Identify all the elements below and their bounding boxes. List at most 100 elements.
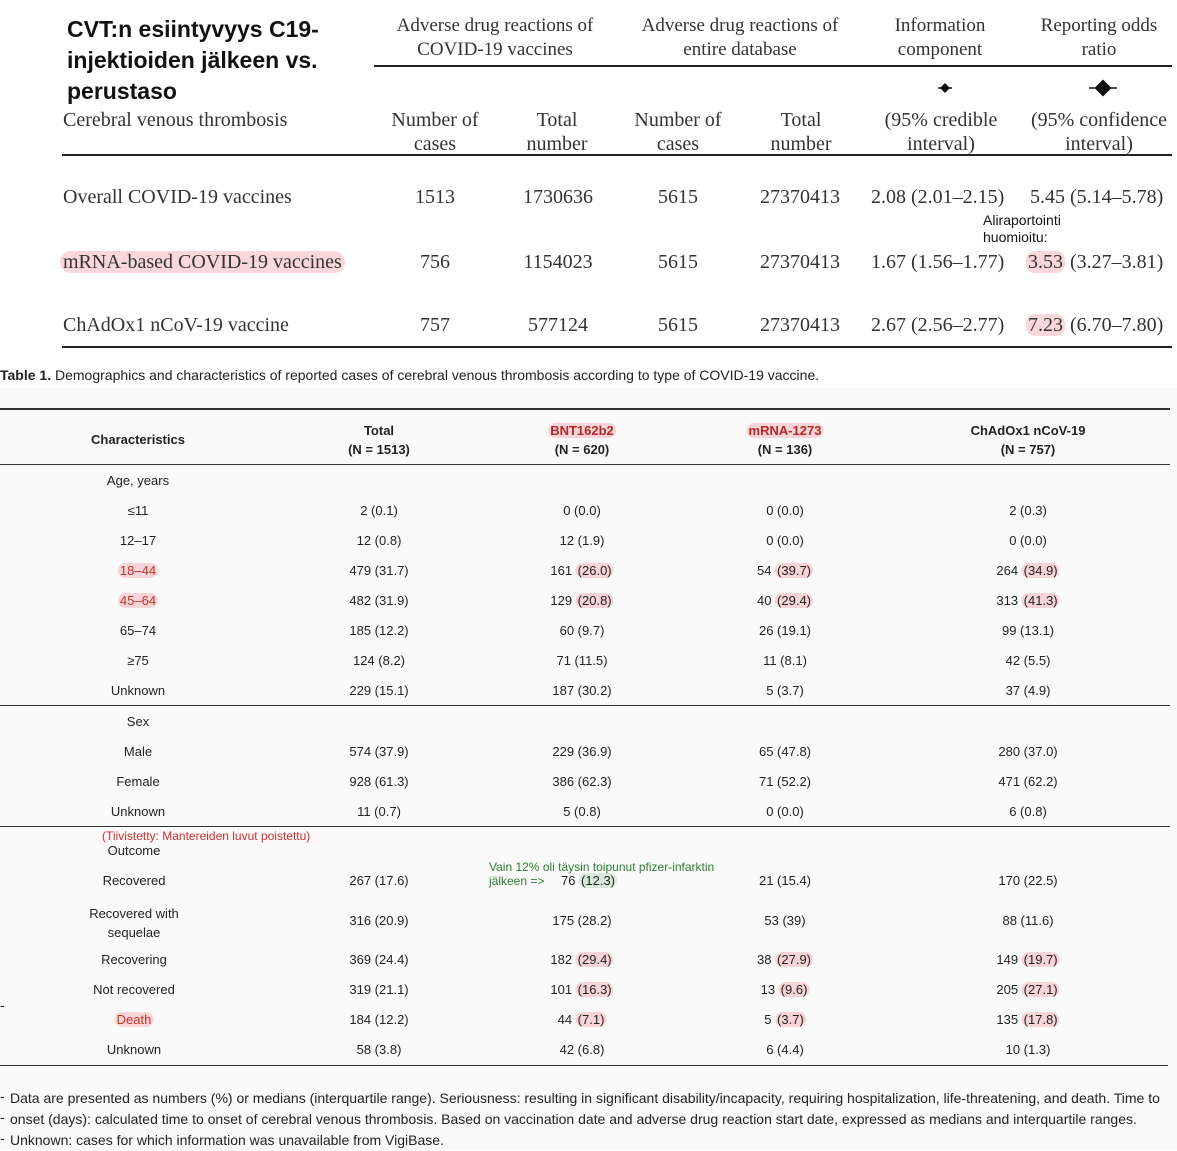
row-label: Death (114, 1012, 154, 1027)
table-caption: Table 1. Demographics and characteristic… (0, 367, 820, 383)
table1-header-rule (0, 464, 1170, 465)
table-cell: 229 (36.9) (552, 744, 612, 759)
table-cell: 0 (0.0) (766, 804, 804, 819)
table-cell: 6 (0.8) (1009, 804, 1047, 819)
table-cell: 40 (29.4) (756, 593, 814, 608)
characteristics-header: Characteristics (91, 432, 185, 447)
table-cell: 0 (0.0) (563, 503, 601, 518)
table-cell: 5 (3.7) (766, 683, 804, 698)
table-cell: 471 (62.2) (998, 774, 1058, 789)
row-label: ≤11 (127, 503, 149, 518)
col-total-header: Total (N = 1513) (348, 423, 410, 457)
table-cell: 5 (0.8) (563, 804, 601, 819)
table-row: Death 184 (12.2) 44 (7.1) 5 (3.7) 135 (17.8) (0, 1005, 1177, 1035)
age-section-rule (0, 705, 1170, 706)
table-cell: 928 (61.3) (349, 774, 409, 789)
col-mrna1273-header: mRNA-1273 (N = 136) (746, 423, 824, 457)
table-row: Unknown 229 (15.1) 187 (30.2) 5 (3.7) 37 (4.… (0, 676, 1177, 706)
table-cell: 26 (19.1) (758, 623, 812, 638)
section-sex: Sex (126, 714, 150, 729)
table-cell: 42 (5.5) (1005, 653, 1051, 668)
row-label: Recovered with sequelae (89, 906, 179, 940)
cell-cases: 757 (420, 314, 450, 336)
cell-db-total: 27370413 (760, 314, 840, 336)
table-cell: 170 (22.5) (998, 873, 1058, 888)
table-cell: 129 (20.8) (550, 593, 614, 608)
row-label: Female (116, 774, 160, 789)
row-label-header: Cerebral venous thrombosis (63, 109, 288, 131)
table-cell: 101 (16.3) (550, 982, 614, 997)
table-cell: 319 (21.1) (349, 982, 409, 997)
table-row: 45–64 482 (31.9) 129 (20.8) 40 (29.4) 313 (4… (0, 586, 1177, 616)
underreporting-note: Aliraportointi huomioitu: (983, 212, 1061, 245)
table-cell: 267 (17.6) (349, 873, 409, 888)
table-cell: 60 (9.7) (559, 623, 605, 638)
ic-marker-icon (938, 83, 952, 93)
subheader-confidence-interval: (95% confidence interval) (1030, 109, 1168, 155)
cell-db-cases: 5615 (658, 186, 698, 208)
row-label-chadox: ChAdOx1 nCoV-19 vaccine (63, 314, 289, 336)
table1-bottom-rule (0, 1065, 1168, 1066)
table-cell: 11 (8.1) (763, 653, 807, 668)
table-cell: 479 (31.7) (349, 563, 409, 578)
table-cell: 264 (34.9) (996, 563, 1060, 578)
row-label: 65–74 (119, 623, 157, 638)
cell-db-total: 27370413 (760, 251, 840, 273)
cell-cases: 756 (420, 251, 450, 273)
table-cell: 161 (26.0) (550, 563, 614, 578)
row-label-mrna: mRNA-based COVID-19 vaccines (60, 250, 345, 274)
table-cell: 37 (4.9) (1005, 683, 1051, 698)
cell-db-total: 27370413 (760, 186, 840, 208)
table-cell: 99 (13.1) (1001, 623, 1055, 638)
row-label: Not recovered (93, 982, 175, 997)
table-footnote: Data are presented as numbers (%) or med… (10, 1090, 1160, 1148)
row-label: Recovering (101, 952, 167, 967)
subheader-db-total: Total number (770, 109, 832, 155)
table-cell: 13 (9.6) (760, 982, 810, 997)
table-cell: 38 (27.9) (756, 952, 814, 967)
table-row: ≤11 2 (0.1) 0 (0.0) 0 (0.0) 2 (0.3) (0, 496, 1177, 526)
ror-marker-icon (1089, 79, 1117, 97)
row-label: Male (123, 744, 153, 759)
table-cell: 280 (37.0) (998, 744, 1058, 759)
table-cell: 42 (6.8) (559, 1042, 605, 1057)
row-label: 18–44 (117, 563, 159, 578)
col-chadox-header: ChAdOx1 nCoV-19 (N = 757) (970, 423, 1086, 457)
header-reporting-odds-ratio: Reporting odds ratio (1040, 15, 1158, 60)
table-row: Not recovered 319 (21.1) 101 (16.3) 13 (9.6… (0, 975, 1177, 1005)
pfizer-recovery-note: Vain 12% oli täysin toipunut pfizer-infa… (489, 860, 715, 874)
subheader-rule (62, 154, 1172, 156)
header-database-adr: Adverse drug reactions of entire databas… (641, 15, 839, 60)
section-outcome: Outcome (107, 843, 161, 858)
table-cell: 175 (28.2) (552, 913, 612, 928)
table-cell: 12 (0.8) (356, 533, 402, 548)
table-row: Unknown 58 (3.8) 42 (6.8) 6 (4.4) 10 (1.3) (0, 1035, 1177, 1065)
cell-ror: 5.45 (5.14–5.78) (1030, 186, 1164, 208)
table-row: Recovering 369 (24.4) 182 (29.4) 38 (27.9) 1… (0, 945, 1177, 975)
table-cell: 369 (24.4) (349, 952, 409, 967)
table-cell: 11 (0.7) (357, 804, 401, 819)
table-row: Recovered with sequelae 316 (20.9) 175 (28… (0, 906, 1177, 940)
cell-cases: 1513 (415, 186, 455, 208)
table-cell: 12 (1.9) (559, 533, 605, 548)
table-cell: 182 (29.4) (550, 952, 614, 967)
table-cell: 76 (12.3) (560, 873, 618, 888)
row-label: Unknown (106, 1042, 162, 1057)
table-cell: 0 (0.0) (1009, 533, 1047, 548)
row-label: 45–64 (117, 593, 159, 608)
table-cell: 482 (31.9) (349, 593, 409, 608)
table-cell: 5 (3.7) (764, 1012, 806, 1027)
subheader-db-cases: Number of cases (634, 109, 722, 155)
table-row: Recovered 267 (17.6) 76 (12.3) 21 (15.4) 170… (0, 866, 1177, 896)
cell-db-cases: 5615 (658, 314, 698, 336)
table-row: Female 928 (61.3) 386 (62.3) 71 (52.2) 471 (… (0, 767, 1177, 797)
margin-dash: - (0, 1109, 5, 1125)
row-label: ≥75 (127, 653, 149, 668)
table-cell: 6 (4.4) (766, 1042, 804, 1057)
table-cell: 187 (30.2) (552, 683, 612, 698)
table-cell: 149 (19.7) (996, 952, 1060, 967)
cell-ic: 2.67 (2.56–2.77) (871, 314, 1005, 336)
table-cell: 185 (12.2) (349, 623, 409, 638)
row-label: Unknown (110, 683, 166, 698)
table-cell: 124 (8.2) (352, 653, 406, 668)
